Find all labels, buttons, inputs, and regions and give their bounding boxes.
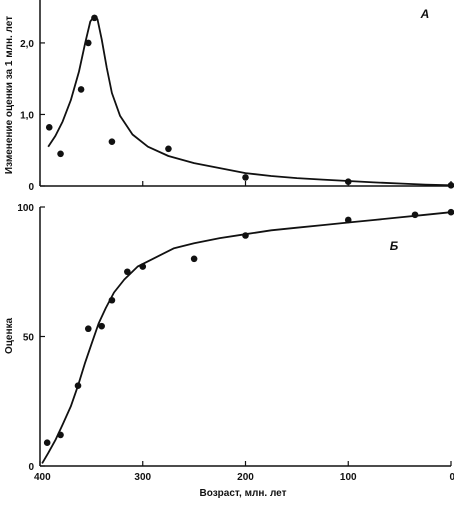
panel-b-data-point xyxy=(190,255,198,263)
x-axis-title: Возраст, млн. лет xyxy=(200,488,287,499)
panel-a: А Изменение оценки за 1 млн. лет 0 1,0 2,0 xyxy=(4,0,454,193)
panel-b: Б Оценка Возраст, млн. лет 400 300 200 100 0… xyxy=(4,203,454,499)
panel-b-data-point xyxy=(447,208,454,216)
panel-a-letter: А xyxy=(420,7,430,21)
panel-b-data-point xyxy=(344,216,352,224)
panel-a-data-point xyxy=(84,39,92,47)
panel-a-data-point xyxy=(77,86,85,93)
panel-a-y-axis-title: Изменение оценки за 1 млн. лет xyxy=(4,16,15,174)
panel-b-y-tick-label: 0 xyxy=(28,462,34,473)
panel-a-fit-curve xyxy=(47,14,452,187)
panel-b-x-tick-label: 200 xyxy=(237,472,254,483)
panel-b-x-tick-label: 300 xyxy=(134,472,151,483)
panel-a-data-point xyxy=(344,178,352,186)
panel-a-data-point xyxy=(91,14,98,22)
panel-b-data-point xyxy=(124,268,131,276)
panel-b-data-point xyxy=(98,322,105,330)
panel-b-y-tick-label: 50 xyxy=(23,333,35,344)
panel-a-data-point xyxy=(45,124,53,131)
panel-b-data-point xyxy=(139,263,147,270)
panel-b-data-point xyxy=(74,382,82,390)
panel-a-data-point xyxy=(108,138,116,145)
panel-b-y-tick-label: 100 xyxy=(17,203,34,214)
panel-a-y-tick-label: 2,0 xyxy=(20,39,34,50)
panel-b-data-point xyxy=(411,211,419,219)
panel-b-y-axis-title: Оценка xyxy=(4,318,15,355)
panel-a-data-point xyxy=(57,150,64,158)
panel-b-x-tick-label: 100 xyxy=(340,472,357,483)
panel-a-y-tick-label: 1,0 xyxy=(20,110,34,121)
panel-b-data-point xyxy=(43,439,51,446)
panel-b-data-point xyxy=(57,431,64,439)
panel-b-fit-curve xyxy=(41,211,452,464)
panel-b-letter: Б xyxy=(390,239,399,253)
panel-a-data-point xyxy=(447,181,454,189)
panel-b-data-point xyxy=(84,325,92,333)
panel-a-y-tick-label: 0 xyxy=(28,182,34,193)
panel-a-data-point xyxy=(242,174,249,181)
panel-a-data-point xyxy=(165,145,172,153)
panel-b-x-tick-label: 0 xyxy=(449,472,454,483)
panel-b-data-point xyxy=(108,296,116,304)
panel-b-x-tick-label: 400 xyxy=(34,472,51,483)
panel-b-data-point xyxy=(242,232,249,239)
